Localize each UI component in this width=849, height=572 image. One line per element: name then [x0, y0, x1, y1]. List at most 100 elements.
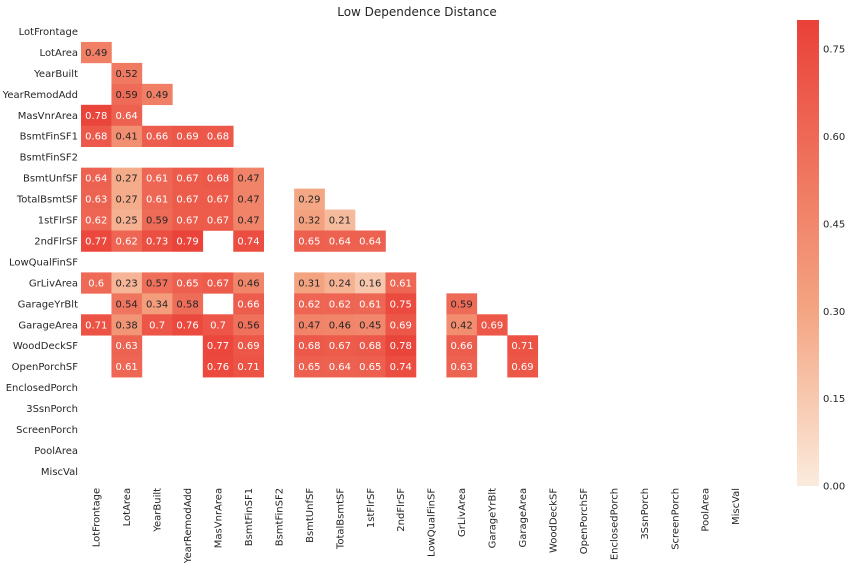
y-tick-label: LotArea [40, 48, 78, 59]
y-tick-label: PoolArea [34, 446, 78, 457]
heatmap-cell [81, 167, 112, 189]
cell-value-label: 0.78 [85, 111, 107, 122]
cell-value-label: 0.65 [298, 236, 320, 247]
x-tick-label: ScreenPorch [670, 488, 681, 550]
y-tick-label: 1stFlrSF [38, 216, 78, 227]
heatmap-cell [141, 125, 173, 147]
cell-value-label: 0.25 [116, 216, 138, 227]
cell-value-label: 0.61 [116, 362, 138, 373]
cell-value-label: 0.71 [511, 341, 533, 352]
cell-value-label: 0.62 [298, 299, 320, 310]
heatmap-cell [355, 314, 386, 336]
cell-value-label: 0.65 [176, 278, 198, 289]
cell-value-label: 0.21 [329, 216, 351, 227]
heatmap-cell [294, 230, 325, 252]
y-tick-label: EnclosedPorch [6, 383, 78, 394]
x-tick-label: GrLivArea [457, 488, 468, 537]
cell-value-label: 0.47 [237, 195, 259, 206]
cell-value-label: 0.27 [116, 195, 138, 206]
cell-value-label: 0.77 [85, 236, 107, 247]
cell-value-label: 0.56 [237, 320, 259, 331]
cell-value-label: 0.16 [359, 278, 381, 289]
x-tick-label: GarageYrBlt [488, 488, 499, 548]
x-tick-label: LotFrontage [92, 488, 103, 547]
heatmap-cell [172, 230, 204, 252]
heatmap-cell [202, 272, 234, 294]
cell-value-label: 0.46 [329, 320, 351, 331]
y-tick-label: MiscVal [41, 467, 78, 478]
heatmap-cell [324, 335, 356, 357]
cell-value-label: 0.59 [146, 216, 168, 227]
heatmap-cell [172, 293, 204, 315]
heatmap-cell [233, 167, 264, 189]
heatmap-cell [202, 356, 234, 378]
heatmap-cell [111, 83, 143, 106]
y-tick-label: LowQualFinSF [9, 257, 78, 268]
heatmap-cell [202, 167, 234, 189]
y-tick-label: GrLivArea [29, 278, 78, 289]
cell-value-label: 0.67 [176, 195, 198, 206]
heatmap-cell [294, 188, 325, 210]
heatmap-cell [355, 335, 386, 357]
cell-value-label: 0.69 [390, 320, 412, 331]
heatmap-cell [324, 314, 356, 336]
heatmap-cell [111, 104, 143, 127]
y-tick-label: OpenPorchSF [12, 362, 79, 373]
heatmap-cell [111, 230, 143, 252]
heatmap-cell [81, 125, 112, 147]
cell-value-label: 0.27 [116, 174, 138, 185]
cell-value-label: 0.67 [207, 278, 229, 289]
y-tick-label: BsmtFinSF2 [20, 153, 78, 164]
x-tick-label: LowQualFinSF [427, 488, 438, 557]
cell-value-label: 0.71 [85, 320, 107, 331]
cell-value-label: 0.54 [116, 299, 138, 310]
x-tick-label: PoolArea [701, 488, 712, 532]
cell-value-label: 0.63 [116, 341, 138, 352]
cell-value-label: 0.58 [176, 299, 198, 310]
cell-value-label: 0.77 [207, 341, 229, 352]
cell-value-label: 0.34 [146, 299, 168, 310]
cell-value-label: 0.67 [176, 216, 198, 227]
heatmap-cell [111, 272, 143, 294]
colorbar-ticks: 0.00 0.15 0.30 0.45 0.60 0.75 [823, 45, 845, 493]
cell-value-label: 0.68 [85, 132, 107, 143]
x-tick-label: BsmtUnfSF [305, 488, 316, 543]
heatmap-cell [172, 209, 204, 231]
heatmap-cell [141, 272, 173, 294]
cell-value-label: 0.76 [207, 362, 229, 373]
x-tick-label: BsmtFinSF1 [244, 488, 255, 546]
heatmap-cell [446, 356, 478, 378]
cell-value-label: 0.38 [116, 320, 138, 331]
colorbar-tick-label: 0.45 [823, 219, 845, 230]
x-tick-label: BsmtFinSF2 [274, 488, 285, 546]
y-tick-label: WoodDeckSF [13, 341, 78, 352]
x-tick-label: TotalBsmtSF [335, 488, 346, 550]
cell-value-label: 0.67 [176, 174, 198, 185]
cell-value-label: 0.62 [85, 216, 107, 227]
heatmap-cell [141, 188, 173, 210]
cell-value-label: 0.66 [237, 299, 259, 310]
y-tick-label: LotFrontage [19, 27, 78, 38]
heatmap-cell [141, 230, 173, 252]
heatmap-cell [233, 335, 264, 357]
heatmap-cell [355, 272, 386, 294]
heatmap-cell [355, 356, 386, 378]
cell-value-label: 0.41 [116, 132, 138, 143]
cell-value-label: 0.64 [85, 174, 107, 185]
heatmap-cell [202, 209, 234, 231]
y-tick-label: YearBuilt [33, 69, 78, 80]
heatmap-cell [111, 188, 143, 210]
heatmap-cell [294, 335, 325, 357]
heatmap-cell [324, 356, 356, 378]
cell-value-label: 0.71 [237, 362, 259, 373]
heatmap-cell [507, 356, 539, 378]
x-tick-label: 1stFlrSF [366, 488, 377, 528]
heatmap-cells: 0.49 0.52 0.59 0.49 0.78 0.64 0.68 0.41 0.66 0.69… [81, 41, 539, 378]
cell-value-label: 0.59 [450, 299, 472, 310]
cell-value-label: 0.76 [176, 320, 198, 331]
cell-value-label: 0.6 [88, 278, 104, 289]
colorbar-tick-label: 0.60 [823, 132, 845, 143]
x-tick-label: YearRemodAdd [183, 488, 194, 564]
cell-value-label: 0.62 [329, 299, 351, 310]
